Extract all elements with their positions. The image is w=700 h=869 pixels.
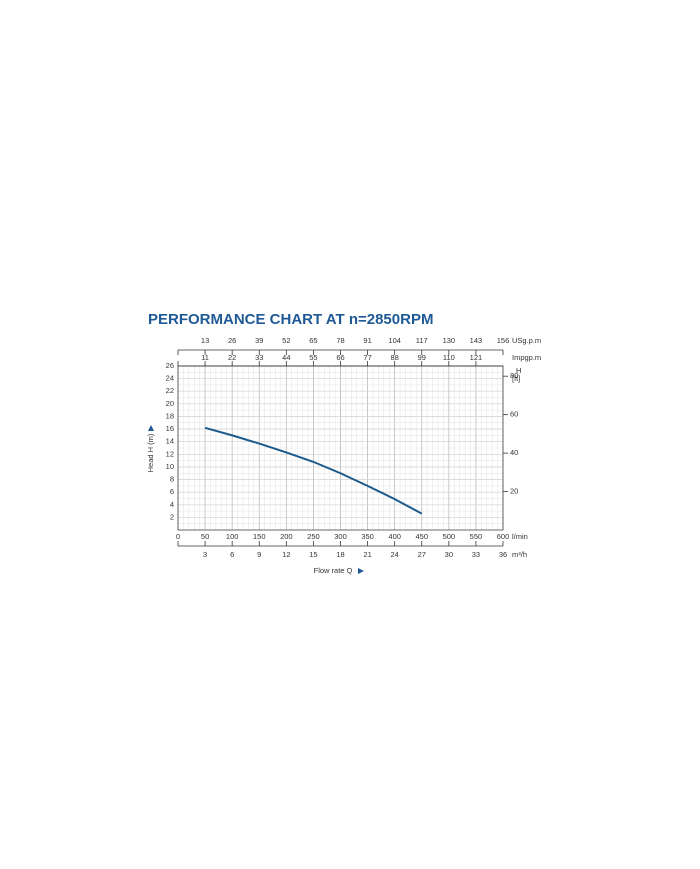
axis-tick-label: 99	[418, 353, 426, 362]
x-axis-label: Flow rate Q	[314, 566, 353, 575]
arrow	[358, 568, 364, 574]
axis-tick-label: 33	[472, 550, 480, 559]
y-tick-label: 16	[166, 424, 174, 433]
y-tick-label: 18	[166, 411, 174, 420]
y2-label: H	[516, 366, 521, 375]
axis-unit: m³/h	[512, 550, 527, 559]
axis-tick-label: 6	[230, 550, 234, 559]
axis-unit: Impgp.m	[512, 353, 541, 362]
axis-tick-label: 110	[443, 353, 455, 362]
axis-tick-label: 121	[470, 353, 483, 362]
axis-tick-label: 18	[336, 550, 344, 559]
y-tick-label: 14	[166, 437, 174, 446]
y-tick-label: 26	[166, 361, 174, 370]
axis-tick-label: 39	[255, 336, 263, 345]
x-tick-label: 450	[415, 532, 428, 541]
axis-tick-label: 156	[497, 336, 510, 345]
axis-tick-label: 9	[257, 550, 261, 559]
y2-unit: [ft]	[512, 374, 520, 383]
chart-title: PERFORMANCE CHART AT n=2850RPM	[148, 311, 433, 328]
axis-tick-label: 27	[418, 550, 426, 559]
x-tick-label: 150	[253, 532, 266, 541]
axis-tick-label: 55	[309, 353, 317, 362]
x-tick-label: 500	[443, 532, 456, 541]
axis-tick-label: 13	[201, 336, 209, 345]
x-tick-label: 550	[470, 532, 483, 541]
axis-tick-label: 52	[282, 336, 290, 345]
x-tick-label: 0	[176, 532, 180, 541]
y2-tick-label: 60	[510, 410, 518, 419]
axis-tick-label: 117	[416, 336, 428, 345]
axis-tick-label: 11	[201, 353, 209, 362]
y-tick-label: 2	[170, 512, 174, 521]
axis-tick-label: 15	[309, 550, 317, 559]
axis-tick-label: 88	[390, 353, 398, 362]
axis-tick-label: 77	[363, 353, 371, 362]
x-unit: l/min	[512, 532, 528, 541]
axis-tick-label: 78	[336, 336, 344, 345]
axis-tick-label: 143	[470, 336, 483, 345]
axis-tick-label: 91	[363, 336, 371, 345]
x-tick-label: 400	[388, 532, 401, 541]
axis-tick-label: 130	[443, 336, 456, 345]
axis-tick-label: 44	[282, 353, 290, 362]
y2-tick-label: 40	[510, 448, 518, 457]
x-tick-label: 100	[226, 532, 239, 541]
y2-tick-label: 80	[510, 371, 518, 380]
axis-tick-label: 30	[445, 550, 453, 559]
axis-tick-label: 66	[336, 353, 344, 362]
x-tick-label: 50	[201, 532, 209, 541]
line	[204, 426, 423, 515]
axis-tick-label: 3	[203, 550, 207, 559]
y-tick-label: 12	[166, 449, 174, 458]
axis-tick-label: 104	[388, 336, 401, 345]
axis-tick-label: 24	[390, 550, 398, 559]
y-tick-label: 20	[166, 399, 174, 408]
x-tick-label: 350	[361, 532, 374, 541]
x-tick-label: 600	[497, 532, 510, 541]
arrow	[148, 425, 154, 431]
axis-tick-label: 65	[309, 336, 317, 345]
y-tick-label: 4	[170, 500, 174, 509]
axis-tick-label: 21	[363, 550, 371, 559]
y-tick-label: 10	[166, 462, 174, 471]
axis-tick-label: 12	[282, 550, 290, 559]
y-tick-label: 24	[166, 374, 174, 383]
y-tick-label: 8	[170, 475, 174, 484]
axis-tick-label: 36	[499, 550, 507, 559]
x-tick-label: 200	[280, 532, 293, 541]
y-tick-label: 6	[170, 487, 174, 496]
y2-tick-label: 20	[510, 487, 518, 496]
axis-tick-label: 33	[255, 353, 263, 362]
axis-tick-label: 22	[228, 353, 236, 362]
axis-tick-label: 26	[228, 336, 236, 345]
y-tick-label: 22	[166, 386, 174, 395]
x-tick-label: 300	[334, 532, 347, 541]
y-axis-label: Head H (m)	[146, 433, 155, 472]
x-tick-label: 250	[307, 532, 320, 541]
axis-unit: USg.p.m	[512, 336, 541, 345]
